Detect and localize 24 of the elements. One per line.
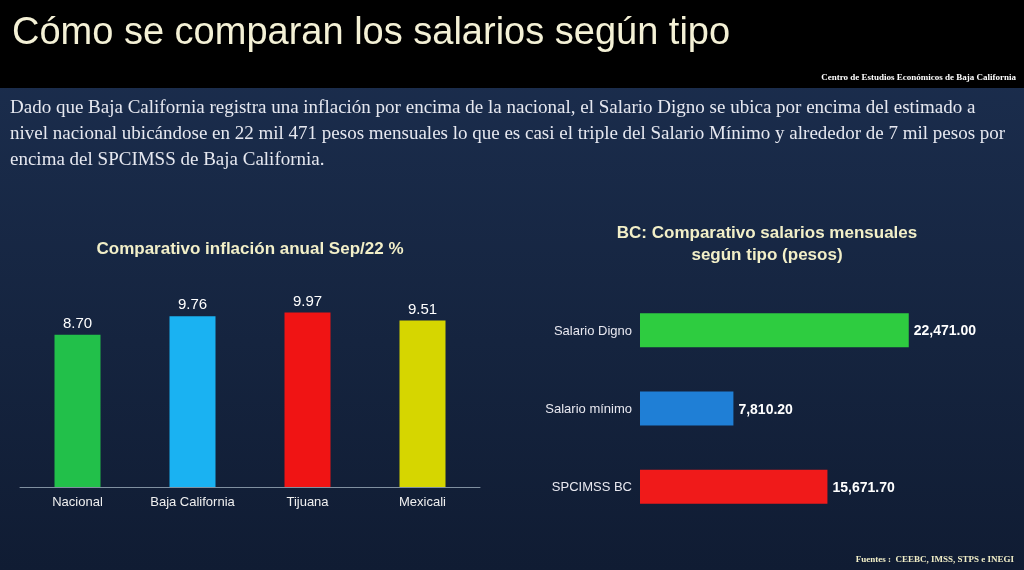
x-tick-label: Mexicali <box>399 494 447 509</box>
data-label: 8.70 <box>62 313 93 331</box>
data-label: 22,471.00 <box>913 322 977 339</box>
text: Centro de Estudios Económicos de Baja California <box>821 72 1016 82</box>
data-label: 9.51 <box>407 299 438 317</box>
data-label: 7,810.20 <box>738 400 794 417</box>
data-label: 15,671.70 <box>832 478 895 495</box>
x-tick-label: Nacional <box>52 494 103 509</box>
y-tick-label: Salario mínimo <box>545 401 632 416</box>
x-tick-label: Tijuana <box>286 494 330 509</box>
data-label: 9.76 <box>177 295 208 313</box>
text: Dado que Baja California registra una inflación por encima de la nacional, el Salario Digno se ubica por encima del estimado a nivel nacional ubicándose en 22 mil 471 pesos mensuales lo que es casi el triple del Salario Mínimo y alrededor de 7 mil pesos por encima del SPCIMSS de Baja California. <box>10 95 1007 171</box>
source-note: Fuentes : CEEBC, IMSS, STPS e INEGI <box>855 554 1014 564</box>
bar <box>169 316 216 487</box>
bar <box>54 334 101 487</box>
x-tick-label: Baja California <box>150 494 236 509</box>
data-label: 9.97 <box>292 291 323 309</box>
chart-title: BC: Comparativo salarios mensuales según tipo (pesos) <box>616 222 918 264</box>
chart-title: Comparativo inflación anual Sep/22 % <box>96 238 404 258</box>
bar <box>399 320 446 487</box>
y-tick-label: SPCIMSS BC <box>551 479 632 495</box>
text: Cómo se comparan los salarios según tipo <box>12 10 731 53</box>
y-tick-label: Salario Digno <box>553 322 632 338</box>
bar <box>284 312 331 487</box>
